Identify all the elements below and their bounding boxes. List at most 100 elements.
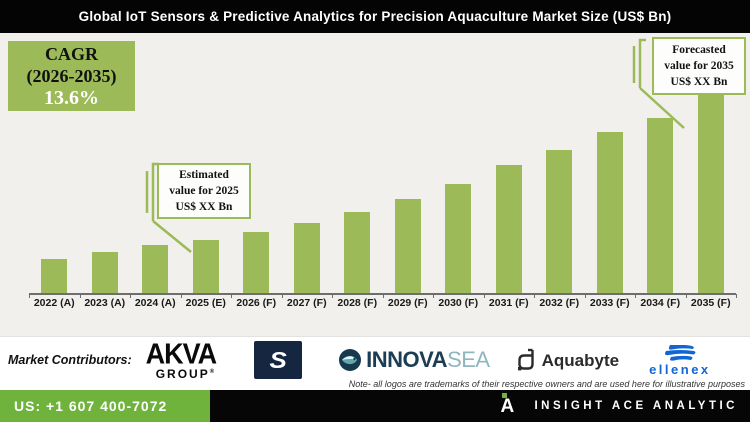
footer-bar: US: +1 607 400-7072 A INSIGHT ACE ANALYT… xyxy=(0,390,750,422)
x-label-2028-f-: 2028 (F) xyxy=(337,297,378,309)
cagr-value: 13.6% xyxy=(44,86,99,109)
chart-area: CAGR (2026-2035) 13.6% 2022 (A) 2023 (A) 2… xyxy=(0,33,750,337)
bar-slot-2025-e- xyxy=(181,33,232,293)
bar-slot-2033-f- xyxy=(585,33,636,293)
axis-tick xyxy=(282,294,283,298)
footer-brand-section: A INSIGHT ACE ANALYTIC xyxy=(210,390,750,422)
x-axis-ticks xyxy=(29,294,737,299)
footer-phone-section: US: +1 607 400-7072 xyxy=(0,390,210,422)
market-contributors-label: Market Contributors: xyxy=(8,353,132,367)
bar-series xyxy=(29,33,736,293)
axis-tick xyxy=(130,294,131,298)
logo-letter-a: A xyxy=(500,396,515,417)
x-label-2026-f-: 2026 (F) xyxy=(236,297,277,309)
bar-slot-2026-f- xyxy=(231,33,282,293)
chart-title: Global IoT Sensors & Predictive Analytic… xyxy=(78,9,672,24)
title-bar: Global IoT Sensors & Predictive Analytic… xyxy=(0,0,750,33)
estimated-line1: Estimated xyxy=(179,169,229,181)
axis-tick xyxy=(332,294,333,298)
bar-2028-f- xyxy=(344,212,371,293)
aquabyte-hook-icon xyxy=(517,348,534,371)
axis-tick xyxy=(585,294,586,298)
innovasea-fish-icon xyxy=(339,349,362,371)
forecasted-line3: US$ XX Bn xyxy=(670,76,728,88)
bar-2029-f- xyxy=(394,199,421,293)
logo-green-dot xyxy=(502,393,508,398)
brand-name: INSIGHT ACE ANALYTIC xyxy=(534,400,738,412)
phone-number: US: +1 607 400-7072 xyxy=(14,398,168,414)
contributors-strip: Market Contributors: AKVA GROUP® S INNOV… xyxy=(0,337,750,390)
bar-2031-f- xyxy=(495,165,522,293)
x-label-2023-a-: 2023 (A) xyxy=(84,297,126,309)
akva-wordmark: AKVA xyxy=(145,337,218,370)
ellenex-logo: ellenex xyxy=(649,344,711,377)
bar-slot-2034-f- xyxy=(635,33,686,293)
bar-2034-f- xyxy=(647,118,674,293)
bar-slot-2032-f- xyxy=(534,33,585,293)
bar-2027-f- xyxy=(293,223,320,293)
x-label-2027-f-: 2027 (F) xyxy=(286,297,327,309)
axis-tick xyxy=(80,294,81,298)
bar-2023-a- xyxy=(91,252,118,293)
forecasted-line1: Forecasted xyxy=(672,44,726,56)
axis-tick xyxy=(383,294,384,298)
bar-slot-2031-f- xyxy=(484,33,535,293)
x-label-2032-f-: 2032 (F) xyxy=(539,297,580,309)
cagr-period: (2026-2035) xyxy=(26,65,117,86)
x-label-2029-f-: 2029 (F) xyxy=(387,297,428,309)
akva-group-logo: AKVA GROUP® xyxy=(145,337,218,381)
bar-slot-2029-f- xyxy=(383,33,434,293)
estimated-line3: US$ XX Bn xyxy=(175,201,233,213)
bar-2026-f- xyxy=(243,232,270,293)
bar-2032-f- xyxy=(546,150,573,293)
forecasted-line2: value for 2035 xyxy=(664,60,734,72)
aquabyte-logo: Aquabyte xyxy=(516,348,619,372)
scaleaq-letter: S xyxy=(269,346,287,374)
axis-tick xyxy=(433,294,434,298)
x-label-2025-e-: 2025 (E) xyxy=(185,297,226,309)
bar-slot-2030-f- xyxy=(433,33,484,293)
bar-2030-f- xyxy=(445,184,472,293)
innovasea-logo: INNOVASEA xyxy=(338,347,490,372)
bar-slot-2024-a- xyxy=(130,33,181,293)
bar-slot-2027-f- xyxy=(282,33,333,293)
callout-forecasted: Forecasted value for 2035 US$ XX Bn xyxy=(652,37,746,95)
x-label-2022-a-: 2022 (A) xyxy=(33,297,75,309)
x-label-2035-f-: 2035 (F) xyxy=(690,297,731,309)
scaleaq-logo: S xyxy=(254,341,303,379)
bar-slot-2023-a- xyxy=(80,33,131,293)
bar-slot-2028-f- xyxy=(332,33,383,293)
trademark-mark: ® xyxy=(209,368,217,375)
x-axis-labels: 2022 (A) 2023 (A) 2024 (A) 2025 (E) 2026 (F)… xyxy=(29,297,736,309)
cagr-label: CAGR xyxy=(45,43,98,64)
bar-slot-2022-a- xyxy=(29,33,80,293)
akva-group-text: GROUP xyxy=(155,366,210,381)
ellenex-text: ellenex xyxy=(649,361,711,377)
axis-tick xyxy=(484,294,485,298)
innovasea-text-dark: INNOVA xyxy=(366,347,448,372)
insight-ace-logo-icon: A xyxy=(500,393,520,418)
bar-2025-e- xyxy=(192,240,219,293)
axis-tick xyxy=(534,294,535,298)
bar-slot-2035-f- xyxy=(686,33,737,293)
axis-tick xyxy=(736,294,737,298)
cagr-box: CAGR (2026-2035) 13.6% xyxy=(8,41,135,111)
callout-estimated: Estimated value for 2025 US$ XX Bn xyxy=(157,163,251,219)
estimated-line2: value for 2025 xyxy=(169,185,239,197)
x-label-2033-f-: 2033 (F) xyxy=(589,297,630,309)
x-label-2030-f-: 2030 (F) xyxy=(438,297,479,309)
axis-tick xyxy=(231,294,232,298)
x-label-2031-f-: 2031 (F) xyxy=(488,297,529,309)
axis-tick xyxy=(181,294,182,298)
bar-2024-a- xyxy=(142,245,169,293)
x-axis-line xyxy=(29,293,736,295)
bar-2022-a- xyxy=(41,259,68,293)
logo-row: Market Contributors: AKVA GROUP® S INNOV… xyxy=(0,337,750,383)
axis-tick xyxy=(635,294,636,298)
axis-tick xyxy=(686,294,687,298)
bar-2033-f- xyxy=(596,132,623,293)
aquabyte-text: Aquabyte xyxy=(541,350,620,370)
x-label-2024-a-: 2024 (A) xyxy=(134,297,176,309)
axis-tick xyxy=(29,294,30,298)
